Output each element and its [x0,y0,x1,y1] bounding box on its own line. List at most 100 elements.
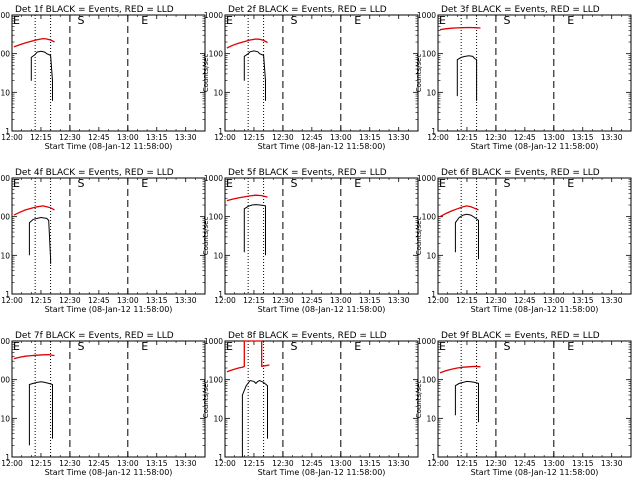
event-marker: S [78,177,85,190]
x-tick-label: 13:00 [330,296,352,305]
x-tick-label: 13:30 [175,133,197,142]
x-tick-label: 12:00 [1,459,23,468]
event-marker: E [226,14,233,27]
y-tick-label: 10 [213,414,223,423]
x-tick-label: 12:45 [88,296,110,305]
panel-det-5: Det 5f BLACK = Events, RED = LLD 12:00 12:… [202,168,419,314]
x-tick-label: 13:00 [117,133,139,142]
series-lld [13,353,55,360]
x-tick-label: 12:00 [427,133,449,142]
x-tick-label: 12:45 [514,133,536,142]
series-lld [439,205,479,218]
x-axis-label: Start Time (08-Jan-12 11:58:00) [471,142,599,151]
x-tick-label: 12:30 [485,296,507,305]
y-tick-label: 1 [431,290,436,299]
event-marker: E [226,340,233,353]
series-lld [439,26,481,31]
y-tick-label: 100 [422,50,437,59]
series-events [243,204,266,256]
x-tick-label: 12:15 [456,296,478,305]
event-marker: E [439,177,446,190]
y-tick-label: 1 [218,453,223,462]
panel-title: Det 4f BLACK = Events, RED = LLD [15,168,174,178]
series-lld [13,205,55,216]
event-marker: E [567,14,574,27]
event-marker: E [13,340,20,353]
series-events [30,50,53,101]
series-lld [13,37,55,48]
panel-title: Det 9f BLACK = Events, RED = LLD [441,331,600,341]
x-tick-label: 13:30 [388,296,410,305]
x-axis-label: Start Time (08-Jan-12 11:58:00) [45,468,173,477]
y-tick-label: 100 [0,50,10,59]
y-tick-label: 1000 [417,11,436,20]
panel-title: Det 7f BLACK = Events, RED = LLD [15,331,174,341]
y-axis-label: Counts/sec [202,217,210,256]
y-tick-label: 1000 [204,11,223,20]
y-tick-label: 1000 [0,337,10,346]
y-tick-label: 10 [0,251,10,260]
event-marker: S [504,14,511,27]
panel-det-1: Det 1f BLACK = Events, RED = LLD 12:00 12:… [0,5,206,151]
y-tick-label: 100 [0,213,10,222]
x-tick-label: 12:00 [214,459,236,468]
y-axis-label: Counts/sec [415,217,423,256]
x-tick-label: 13:00 [117,296,139,305]
panel-det-3: Det 3f BLACK = Events, RED = LLD 12:00 12:… [415,5,632,151]
y-axis-label: Counts/sec [415,54,423,93]
y-tick-label: 100 [422,213,437,222]
x-tick-label: 12:30 [272,459,294,468]
x-axis-label: Start Time (08-Jan-12 11:58:00) [258,142,386,151]
x-tick-label: 12:00 [427,459,449,468]
plot-frame [224,14,419,132]
x-tick-label: 12:30 [272,296,294,305]
y-tick-label: 10 [213,88,223,97]
x-tick-label: 13:00 [543,133,565,142]
event-marker: S [78,340,85,353]
y-tick-label: 10 [0,88,10,97]
x-tick-label: 12:45 [301,133,323,142]
panel-det-8: Det 8f BLACK = Events, RED = LLD 12:00 12:… [202,331,419,477]
x-tick-label: 12:15 [243,459,265,468]
x-tick-label: 13:15 [359,459,381,468]
x-tick-label: 12:15 [243,296,265,305]
y-tick-label: 100 [209,50,224,59]
y-tick-label: 1 [5,127,10,136]
event-marker: E [13,14,20,27]
panel-det-9: Det 9f BLACK = Events, RED = LLD 12:00 12:… [415,331,632,477]
x-tick-label: 13:30 [601,133,623,142]
x-tick-label: 13:00 [543,296,565,305]
plot-frame [437,14,632,132]
event-marker: E [439,340,446,353]
event-marker: E [567,177,574,190]
series-lld [226,38,268,49]
y-tick-label: 1 [218,290,223,299]
y-tick-label: 1 [431,453,436,462]
event-marker: S [291,177,298,190]
y-tick-label: 100 [209,213,224,222]
y-axis-label: Counts/sec [415,380,423,419]
x-axis-label: Start Time (08-Jan-12 11:58:00) [45,142,173,151]
y-tick-label: 1000 [204,337,223,346]
event-marker: S [291,14,298,27]
event-marker: E [141,340,148,353]
y-tick-label: 1 [218,127,223,136]
x-axis-label: Start Time (08-Jan-12 11:58:00) [258,305,386,314]
event-marker: E [226,177,233,190]
y-tick-label: 10 [213,251,223,260]
plot-frame [11,177,206,295]
event-marker: E [141,177,148,190]
y-tick-label: 10 [426,88,436,97]
x-tick-label: 13:00 [543,459,565,468]
y-tick-label: 10 [426,414,436,423]
plot-frame [224,340,419,458]
panel-title: Det 2f BLACK = Events, RED = LLD [228,5,387,15]
panel-det-6: Det 6f BLACK = Events, RED = LLD 12:00 12:… [415,168,632,314]
x-tick-label: 13:15 [572,296,594,305]
x-tick-label: 13:30 [175,459,197,468]
series-events [454,380,479,423]
event-marker: S [291,340,298,353]
x-tick-label: 13:15 [359,296,381,305]
y-tick-label: 1000 [204,174,223,183]
